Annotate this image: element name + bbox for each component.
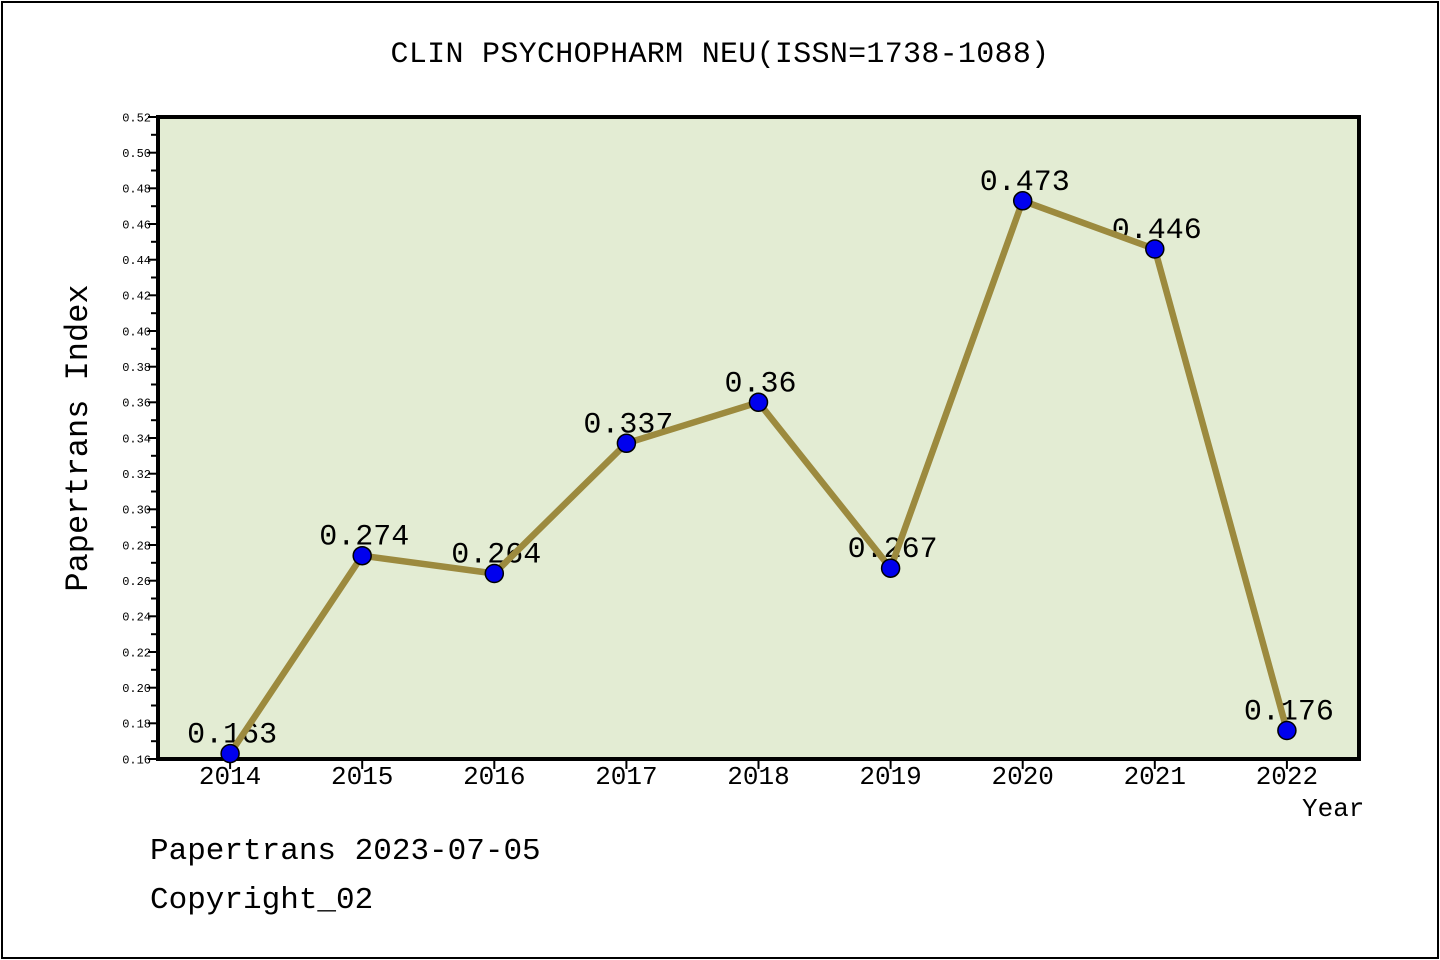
svg-text:0.32: 0.32	[122, 468, 151, 482]
svg-text:2019: 2019	[859, 762, 921, 792]
svg-text:0.44: 0.44	[122, 254, 151, 268]
svg-text:Papertrans Index: Papertrans Index	[60, 284, 97, 591]
svg-text:0.46: 0.46	[122, 218, 151, 232]
svg-text:0.42: 0.42	[122, 290, 151, 304]
svg-text:0.52: 0.52	[122, 111, 151, 125]
svg-text:2018: 2018	[727, 762, 789, 792]
svg-text:0.26: 0.26	[122, 575, 151, 589]
svg-text:0.40: 0.40	[122, 325, 151, 339]
svg-text:0.20: 0.20	[122, 682, 151, 696]
svg-text:0.48: 0.48	[122, 183, 151, 197]
svg-text:2016: 2016	[463, 762, 525, 792]
svg-text:0.22: 0.22	[122, 646, 151, 660]
svg-text:Year: Year	[1302, 794, 1364, 824]
svg-text:2020: 2020	[991, 762, 1053, 792]
svg-text:2015: 2015	[331, 762, 393, 792]
svg-text:0.36: 0.36	[122, 397, 151, 411]
svg-text:0.18: 0.18	[122, 718, 151, 732]
svg-text:0.34: 0.34	[122, 432, 151, 446]
svg-text:0.30: 0.30	[122, 504, 151, 518]
svg-text:2017: 2017	[595, 762, 657, 792]
svg-text:0.38: 0.38	[122, 361, 151, 375]
svg-text:2021: 2021	[1124, 762, 1186, 792]
svg-text:2022: 2022	[1256, 762, 1318, 792]
svg-text:0.24: 0.24	[122, 611, 151, 625]
svg-text:0.50: 0.50	[122, 147, 151, 161]
svg-text:0.28: 0.28	[122, 539, 151, 553]
svg-text:0.16: 0.16	[122, 753, 151, 767]
svg-text:2014: 2014	[199, 762, 261, 792]
